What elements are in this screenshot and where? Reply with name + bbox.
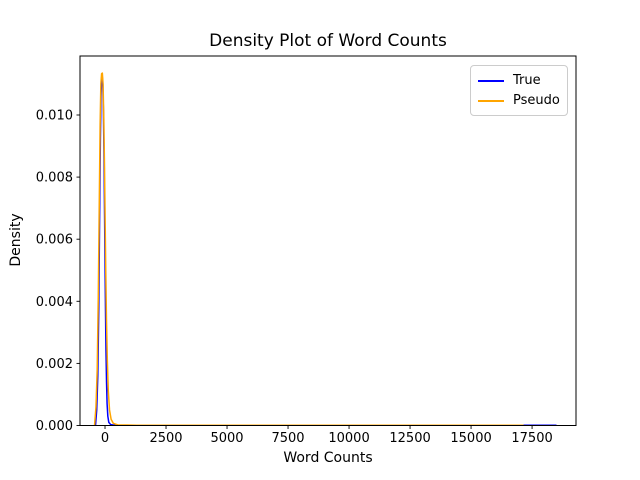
y-tick-label: 0.010 (36, 108, 73, 123)
x-tick-label: 7500 (271, 431, 304, 446)
y-axis-label: Density (8, 213, 24, 267)
legend-line-sample-pseudo (478, 99, 504, 102)
chart-title: Density Plot of Word Counts (209, 31, 447, 51)
legend-line-sample-true (478, 79, 504, 82)
x-tick-label: 2500 (149, 431, 182, 446)
y-tick-label: 0.004 (36, 295, 73, 310)
y-tick-label: 0.000 (36, 419, 73, 434)
x-axis-label: Word Counts (283, 450, 373, 466)
legend: True Pseudo (470, 65, 568, 116)
x-tick-label: 5000 (210, 431, 243, 446)
x-tick-label: 17500 (511, 431, 552, 446)
x-tick-label: 0 (101, 431, 109, 446)
legend-label-pseudo: Pseudo (513, 93, 560, 108)
x-tick-label: 15000 (450, 431, 491, 446)
y-tick-label: 0.006 (36, 233, 73, 248)
x-tick-label: 12500 (389, 431, 430, 446)
legend-item-true: True (478, 72, 559, 89)
legend-label-true: True (513, 73, 541, 88)
axes-spines (79, 55, 577, 426)
plot-area (80, 56, 576, 426)
y-tick-label: 0.008 (36, 171, 73, 186)
y-tick-label: 0.002 (36, 357, 73, 372)
legend-item-pseudo: Pseudo (478, 92, 560, 109)
x-tick-label: 10000 (328, 431, 369, 446)
